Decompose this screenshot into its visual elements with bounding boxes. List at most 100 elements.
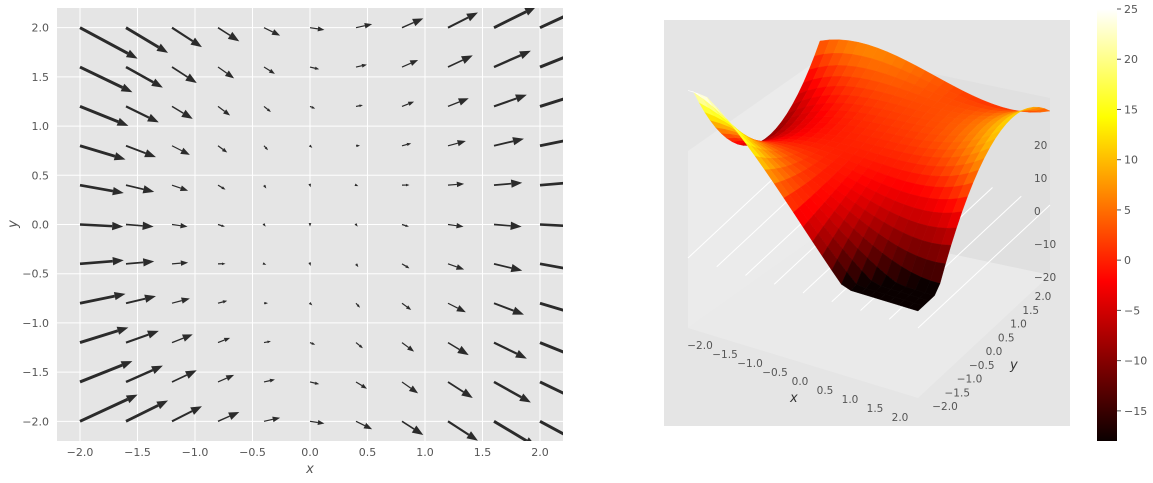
arrow-shaft	[79, 144, 116, 158]
quiver-arrow	[171, 184, 189, 191]
y-tick-label: 2.0	[32, 22, 50, 35]
quiver-arrow	[171, 66, 197, 84]
arrow-head	[577, 91, 589, 99]
quiver-y-axis-label: y	[6, 220, 21, 229]
arrow-head	[354, 223, 358, 227]
quiver-arrow	[493, 179, 523, 188]
arrow-head	[572, 222, 583, 230]
quiver-arrow	[308, 302, 313, 306]
quiver-arrow	[447, 12, 478, 29]
quiver-arrow	[401, 18, 424, 29]
arrow-head	[228, 411, 240, 420]
arrow-shaft	[125, 184, 144, 191]
arrow-shaft	[355, 105, 360, 107]
arrow-head	[360, 383, 367, 389]
arrow-head	[526, 437, 532, 441]
quiver-arrows	[79, 8, 589, 441]
quiver-arrow	[539, 222, 583, 230]
arrow-shaft	[217, 66, 228, 74]
arrow-head	[156, 400, 169, 410]
arrow-shaft	[171, 374, 188, 383]
arrow-shaft	[355, 25, 366, 29]
arrow-shaft	[493, 54, 522, 69]
arrow-shaft	[493, 341, 518, 355]
quiver-arrow	[355, 104, 363, 108]
arrow-shaft	[539, 301, 563, 312]
quiver-arrow	[493, 341, 527, 359]
quiver-arrow	[309, 66, 320, 70]
arrow-shaft	[401, 62, 412, 68]
quiver-arrow	[539, 135, 586, 148]
colorbar-tick-label: −10	[1124, 355, 1147, 368]
quiver-arrow	[309, 105, 316, 109]
arrow-shaft	[217, 377, 228, 383]
quiver-arrow	[354, 183, 359, 187]
arrow-head	[574, 310, 586, 318]
arrow-shaft	[125, 333, 149, 344]
quiver-arrow	[447, 223, 464, 229]
arrow-shaft	[125, 404, 159, 423]
quiver-arrow	[217, 300, 228, 304]
quiver-arrow	[539, 181, 563, 187]
arrow-shaft	[493, 223, 511, 227]
x-tick-label: 2.0	[531, 446, 549, 459]
quiver-arrow	[493, 50, 531, 69]
quiver-arrow	[539, 91, 589, 108]
x-tick-label: −2.0	[67, 446, 94, 459]
quiver-arrow	[263, 66, 275, 74]
quiver-arrow	[309, 381, 320, 385]
arrow-head	[456, 223, 464, 229]
arrow-head	[271, 29, 281, 36]
arrow-shaft	[125, 144, 147, 155]
arrow-shaft	[401, 263, 407, 267]
surface-ticks: −2.0−1.5−1.0−0.50.00.51.01.52.0−2.0−1.5−…	[687, 140, 1056, 424]
colorbar-tick-label: −5	[1124, 304, 1140, 317]
arrow-head	[185, 370, 197, 379]
arrow-head	[519, 50, 531, 60]
quiver-arrow	[309, 26, 325, 32]
quiver-arrow	[263, 184, 267, 189]
arrow-shaft	[263, 341, 268, 344]
quiver-arrow	[79, 256, 124, 266]
arrow-head	[113, 291, 126, 301]
arrow-head	[574, 135, 586, 143]
quiver-arrow	[217, 145, 228, 153]
arrow-shaft	[493, 302, 515, 312]
arrow-shaft	[309, 342, 313, 344]
arrow-head	[461, 388, 473, 398]
arrow-shaft	[401, 21, 415, 29]
quiver-arrow	[125, 184, 155, 194]
quiver-arrow	[171, 223, 188, 229]
arrow-shaft	[171, 184, 182, 189]
arrow-head	[457, 140, 466, 147]
x-tick-label: 1.0	[416, 446, 434, 459]
quiver-arrow	[447, 420, 478, 441]
x-tick-label: 1.5	[474, 446, 492, 459]
arrow-head	[180, 147, 190, 155]
quiver-arrow	[355, 342, 363, 349]
arrow-shaft	[263, 380, 271, 383]
arrow-shaft	[401, 342, 410, 349]
floor-gridline	[917, 204, 1051, 329]
quiver-arrow	[539, 380, 563, 395]
arrow-shaft	[355, 65, 363, 68]
quiver-arrow	[355, 63, 367, 68]
quiver-arrow	[401, 302, 412, 310]
arrow-shaft	[493, 182, 512, 186]
colorbar-tick-label: 10	[1124, 154, 1138, 167]
surface-z-tick-label: −10	[1034, 239, 1056, 251]
colorbar-ticks: 25 20 15 10 5 0 −5 −10 −15	[1117, 3, 1147, 418]
quiver-arrow	[79, 26, 138, 59]
surface-y-tick-label: 2.0	[1035, 291, 1052, 303]
arrow-shaft	[171, 337, 184, 344]
arrow-head	[264, 301, 269, 305]
arrow-head	[407, 345, 415, 352]
quiver-arrow	[79, 394, 138, 423]
arrow-shaft	[171, 410, 193, 423]
quiver-arrow	[125, 400, 169, 423]
arrow-shaft	[125, 105, 150, 119]
y-tick-label: −1.5	[22, 366, 49, 379]
quiver-arrow	[217, 27, 240, 42]
arrow-shaft	[493, 263, 512, 269]
quiver-arrow	[355, 22, 373, 29]
